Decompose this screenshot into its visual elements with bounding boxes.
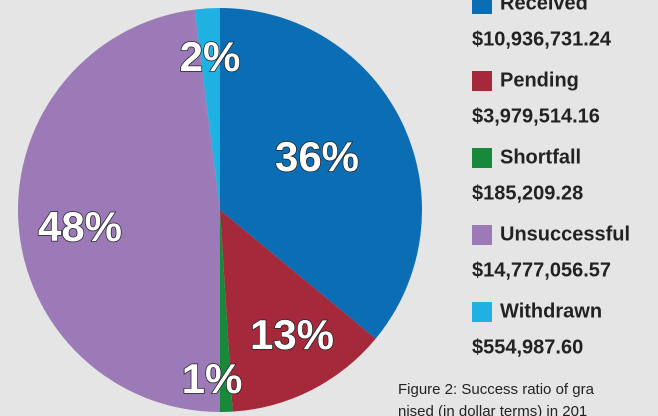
legend-amount: $3,979,514.16: [472, 105, 600, 127]
data-label: 1%: [182, 355, 243, 402]
legend-label: Pending: [500, 69, 579, 91]
legend-swatch: [472, 302, 492, 322]
pie-slice: [220, 210, 233, 412]
pie-slice: [194, 8, 220, 210]
legend-swatch: [472, 148, 492, 168]
data-labels: 36% 13%1% 48% 2%: [37, 32, 360, 403]
data-label: 48%: [38, 203, 122, 250]
legend-swatch: [472, 71, 492, 91]
pie-slice: [17, 9, 220, 412]
legend-amount: $185,209.28: [472, 182, 583, 204]
legend-label: Unsuccessful: [500, 223, 630, 245]
legend-label: Shortfall: [500, 146, 581, 168]
legend: Received $10,936,731.24 Pending $3,979,514.…: [472, 0, 630, 358]
legend-swatch: [472, 0, 492, 14]
caption: Figure 2: Success ratio of gra: [398, 381, 595, 398]
data-label: 13%: [250, 311, 334, 358]
legend-label: Withdrawn: [500, 300, 602, 322]
pie-slice: [220, 8, 422, 339]
pie: [17, 8, 422, 412]
legend-amount: $10,936,731.24: [472, 28, 612, 50]
caption: nised (in dollar terms) in 201: [398, 403, 587, 416]
legend-amount: $554,987.60: [472, 336, 583, 358]
data-label: 2%: [180, 33, 241, 80]
pie-slice: [220, 210, 376, 412]
legend-amount: $14,777,056.57: [472, 259, 611, 281]
legend-swatch: [472, 225, 492, 245]
legend-label: Received: [500, 0, 588, 14]
data-label: 36%: [275, 133, 359, 180]
